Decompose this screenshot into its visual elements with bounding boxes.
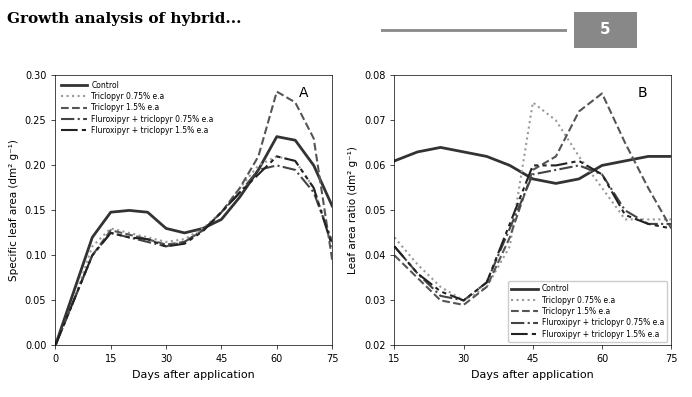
X-axis label: Days after application: Days after application xyxy=(132,370,255,380)
Legend: Control, Triclopyr 0.75% e.a, Triclopyr 1.5% e.a, Fluroxipyr + triclopyr 0.75% e: Control, Triclopyr 0.75% e.a, Triclopyr … xyxy=(509,281,667,341)
FancyBboxPatch shape xyxy=(571,10,639,49)
Text: 5: 5 xyxy=(600,22,611,37)
Text: Growth analysis of hybrid...: Growth analysis of hybrid... xyxy=(7,12,242,26)
Y-axis label: Leaf area ratio (dm² g⁻¹): Leaf area ratio (dm² g⁻¹) xyxy=(348,146,358,274)
Y-axis label: Specific leaf area (dm² g⁻¹): Specific leaf area (dm² g⁻¹) xyxy=(9,139,19,281)
Text: A: A xyxy=(299,86,309,100)
Legend: Control, Triclopyr 0.75% e.a, Triclopyr 1.5% e.a, Fluroxipyr + triclopyr 0.75% e: Control, Triclopyr 0.75% e.a, Triclopyr … xyxy=(60,79,215,137)
X-axis label: Days after application: Days after application xyxy=(471,370,594,380)
Text: B: B xyxy=(638,86,648,100)
